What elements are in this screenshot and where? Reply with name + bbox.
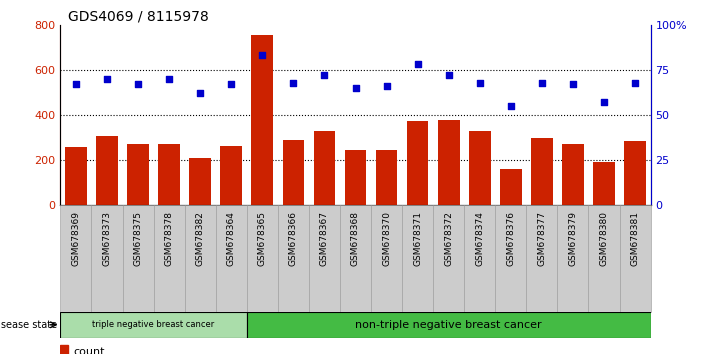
Point: [195, 91, 206, 96]
Bar: [220, 145, 242, 205]
Bar: [159, 144, 180, 205]
Text: GSM678378: GSM678378: [165, 211, 173, 266]
Bar: [438, 120, 459, 205]
Point: [443, 73, 454, 78]
Bar: [371, 205, 402, 312]
Bar: [557, 205, 589, 312]
Point: [567, 81, 579, 87]
Text: GDS4069 / 8115978: GDS4069 / 8115978: [68, 9, 208, 23]
Point: [412, 62, 423, 67]
Bar: [340, 205, 371, 312]
Bar: [345, 150, 366, 205]
Text: GSM678376: GSM678376: [506, 211, 515, 266]
Text: GSM678369: GSM678369: [72, 211, 80, 266]
Text: GSM678372: GSM678372: [444, 211, 453, 266]
Bar: [531, 138, 552, 205]
Point: [102, 76, 113, 82]
Text: GSM678367: GSM678367: [320, 211, 329, 266]
Bar: [252, 35, 273, 205]
Bar: [500, 169, 522, 205]
Bar: [469, 131, 491, 205]
Text: GSM678380: GSM678380: [599, 211, 609, 266]
Text: GSM678375: GSM678375: [134, 211, 143, 266]
Text: GSM678379: GSM678379: [568, 211, 577, 266]
Bar: [619, 205, 651, 312]
Bar: [593, 162, 615, 205]
Text: count: count: [73, 347, 105, 354]
Bar: [496, 205, 526, 312]
Text: GSM678382: GSM678382: [196, 211, 205, 266]
Bar: [189, 158, 211, 205]
Text: GSM678370: GSM678370: [382, 211, 391, 266]
Bar: [309, 205, 340, 312]
Point: [598, 99, 609, 105]
Point: [132, 81, 144, 87]
Text: GSM678373: GSM678373: [102, 211, 112, 266]
Point: [70, 81, 82, 87]
Bar: [96, 137, 118, 205]
Bar: [562, 144, 584, 205]
Point: [288, 80, 299, 85]
Point: [381, 83, 392, 89]
Bar: [282, 140, 304, 205]
Point: [629, 80, 641, 85]
Bar: [402, 205, 433, 312]
Bar: [247, 205, 278, 312]
Text: GSM678366: GSM678366: [289, 211, 298, 266]
Bar: [464, 205, 496, 312]
Text: GSM678381: GSM678381: [631, 211, 639, 266]
Text: GSM678365: GSM678365: [258, 211, 267, 266]
Text: GSM678371: GSM678371: [413, 211, 422, 266]
Point: [505, 103, 516, 109]
Point: [474, 80, 486, 85]
Point: [350, 85, 361, 91]
Bar: [526, 205, 557, 312]
Point: [319, 73, 330, 78]
Bar: [589, 205, 619, 312]
Bar: [624, 141, 646, 205]
Bar: [407, 121, 429, 205]
Bar: [215, 205, 247, 312]
Bar: [92, 205, 122, 312]
Point: [536, 80, 547, 85]
Bar: [122, 205, 154, 312]
Text: disease state: disease state: [0, 320, 57, 330]
Bar: [65, 147, 87, 205]
Bar: [314, 131, 336, 205]
Bar: [185, 205, 215, 312]
Text: non-triple negative breast cancer: non-triple negative breast cancer: [356, 320, 542, 330]
Bar: [60, 344, 68, 354]
Text: GSM678364: GSM678364: [227, 211, 236, 266]
Text: GSM678377: GSM678377: [538, 211, 546, 266]
Text: triple negative breast cancer: triple negative breast cancer: [92, 320, 215, 329]
Point: [225, 81, 237, 87]
Point: [164, 76, 175, 82]
Text: GSM678374: GSM678374: [475, 211, 484, 266]
Bar: [375, 150, 397, 205]
Bar: [154, 205, 185, 312]
Bar: [247, 312, 651, 338]
Bar: [60, 312, 247, 338]
Bar: [127, 144, 149, 205]
Bar: [433, 205, 464, 312]
Text: GSM678368: GSM678368: [351, 211, 360, 266]
Bar: [278, 205, 309, 312]
Point: [257, 53, 268, 58]
Bar: [60, 205, 92, 312]
